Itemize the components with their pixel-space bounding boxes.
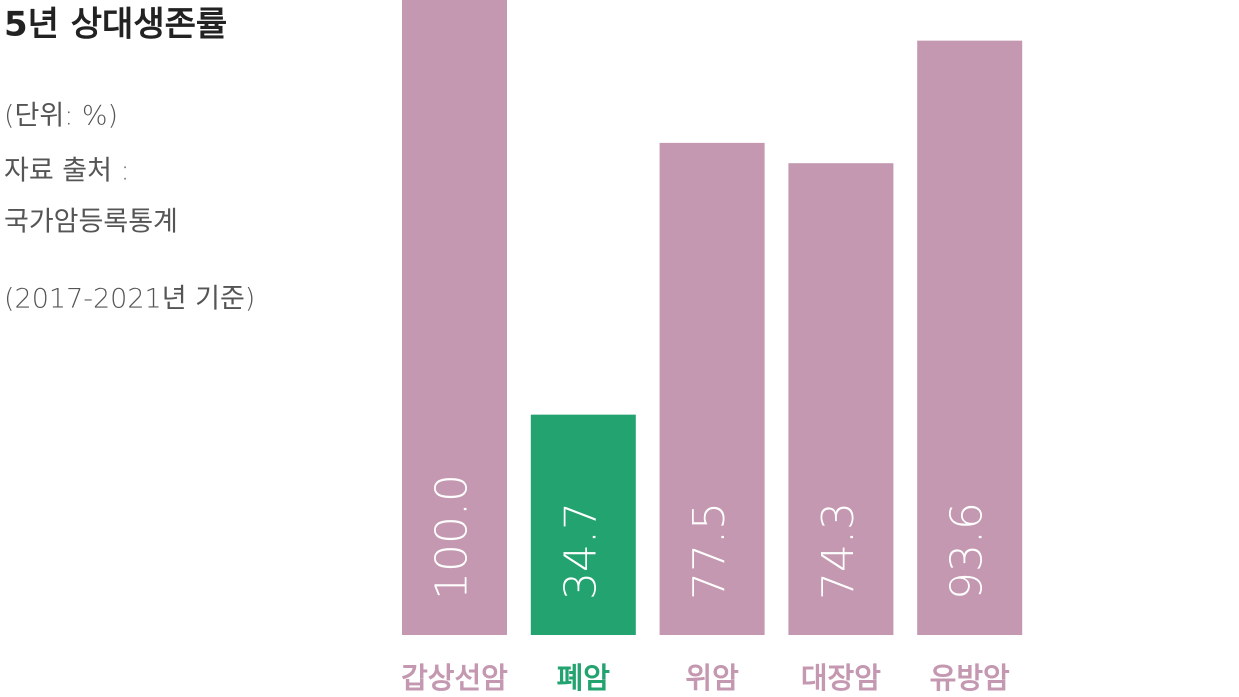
- bar: [402, 0, 507, 635]
- x-tick-label: 대장암: [801, 661, 881, 695]
- bar: [917, 40, 1023, 635]
- source: 국가암등록통계: [4, 207, 178, 238]
- x-tick-label: 위암: [685, 661, 739, 695]
- bar: [788, 163, 894, 635]
- period-note: (2017-2021년 기준): [4, 284, 255, 315]
- unit-note: (단위: %): [4, 101, 118, 132]
- chart-title: 5년 상대생존률: [4, 5, 227, 45]
- value-label: 34.7: [555, 502, 606, 600]
- x-tick-label: 갑상선암: [401, 661, 508, 695]
- value-label: 93.6: [942, 502, 993, 600]
- value-label: 74.3: [813, 502, 864, 600]
- x-tick-label: 유방암: [930, 661, 1010, 695]
- value-label: 100.0: [427, 474, 478, 600]
- source-label: 자료 출처 :: [4, 156, 130, 187]
- value-label: 77.5: [684, 502, 735, 600]
- bar: [659, 142, 765, 635]
- x-tick-label: 폐암: [557, 661, 611, 695]
- bar: [530, 414, 636, 635]
